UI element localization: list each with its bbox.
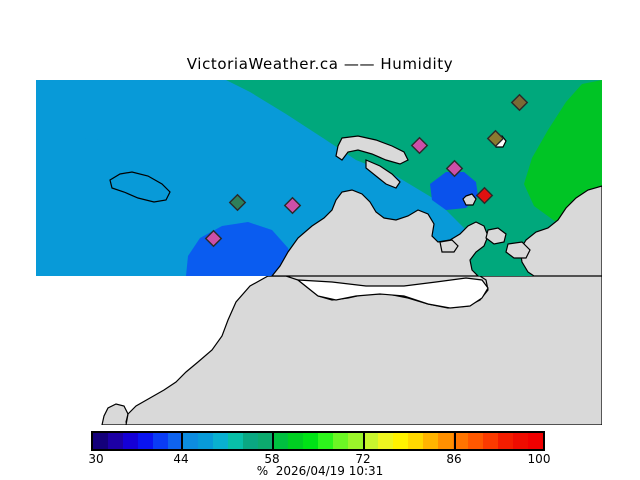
colorbar-band-27	[498, 433, 513, 449]
colorbar-band-6	[183, 433, 198, 449]
station-marker[interactable]	[283, 196, 302, 215]
land-east-shore	[519, 185, 602, 276]
landmass-lower	[101, 276, 602, 425]
station-marker[interactable]	[475, 186, 494, 205]
region-teal-north	[226, 80, 602, 276]
station-marker[interactable]	[445, 159, 464, 178]
colorbar-band-10	[243, 433, 258, 449]
land-lower-body	[125, 276, 602, 425]
contour-line-west-loop	[109, 171, 171, 203]
colorbar-band-24	[453, 433, 468, 449]
station-marker[interactable]	[510, 93, 529, 112]
land-islet-b	[505, 241, 531, 259]
landmass-group	[271, 135, 602, 276]
land-lower-bay-fill	[296, 277, 489, 309]
colorbar-band-4	[153, 433, 168, 449]
map-land-below-frame	[36, 276, 602, 425]
colorbar-band-17	[348, 433, 363, 449]
colorbar-band-2	[123, 433, 138, 449]
colorbar-label-2: 58	[264, 452, 280, 466]
station-markers-group[interactable]	[204, 93, 529, 248]
colorbar-gradient	[91, 431, 545, 451]
region-green-east	[524, 80, 602, 230]
colorbar-band-21	[408, 433, 423, 449]
colorbar-band-18	[363, 433, 378, 449]
colorbar[interactable]	[91, 431, 545, 451]
land-lower-main	[101, 403, 129, 425]
colorbar-band-11	[258, 433, 273, 449]
colorbar-band-16	[333, 433, 348, 449]
colorbar-band-13	[288, 433, 303, 449]
colorbar-band-8	[213, 433, 228, 449]
station-marker[interactable]	[410, 136, 429, 155]
colorbar-band-20	[393, 433, 408, 449]
colorbar-band-1	[108, 433, 123, 449]
colorbar-tick-labels: 30 44 58 72 86 100	[0, 452, 640, 466]
colorbar-label-min: 30	[88, 452, 104, 466]
colorbar-band-14	[303, 433, 318, 449]
colorbar-tick	[272, 431, 274, 451]
colorbar-label-1: 44	[173, 452, 189, 466]
colorbar-band-12	[273, 433, 288, 449]
station-marker[interactable]	[228, 193, 247, 212]
colorbar-band-28	[513, 433, 528, 449]
land-islet-a	[485, 227, 507, 245]
colorbar-band-23	[438, 433, 453, 449]
colorbar-tick	[454, 431, 456, 451]
colorbar-band-9	[228, 433, 243, 449]
colorbar-tick	[363, 431, 365, 451]
station-outline-circle-2	[462, 193, 477, 206]
land-south-main	[271, 189, 489, 276]
colorbar-band-29	[528, 433, 543, 449]
colorbar-band-19	[378, 433, 393, 449]
land-peninsula-spit	[335, 135, 409, 165]
station-marker[interactable]	[204, 229, 223, 248]
land-islet-c	[439, 239, 459, 253]
colorbar-band-3	[138, 433, 153, 449]
humidity-contour-map	[36, 80, 602, 276]
colorbar-band-15	[318, 433, 333, 449]
colorbar-band-5	[168, 433, 183, 449]
colorbar-label-max: 100	[527, 452, 551, 466]
colorbar-band-25	[468, 433, 483, 449]
land-inner-spit	[365, 159, 401, 189]
colorbar-subtitle: % 2026/04/19 10:31	[256, 464, 384, 478]
page-title: VictoriaWeather.ca —— Humidity	[186, 55, 454, 73]
station-marker[interactable]	[486, 129, 505, 148]
colorbar-band-0	[93, 433, 108, 449]
colorbar-tick	[181, 431, 183, 451]
colorbar-band-26	[483, 433, 498, 449]
colorbar-label-3: 72	[355, 452, 371, 466]
colorbar-band-22	[423, 433, 438, 449]
colorbar-label-4: 86	[446, 452, 462, 466]
colorbar-band-7	[198, 433, 213, 449]
map-plot-area[interactable]	[36, 80, 602, 276]
